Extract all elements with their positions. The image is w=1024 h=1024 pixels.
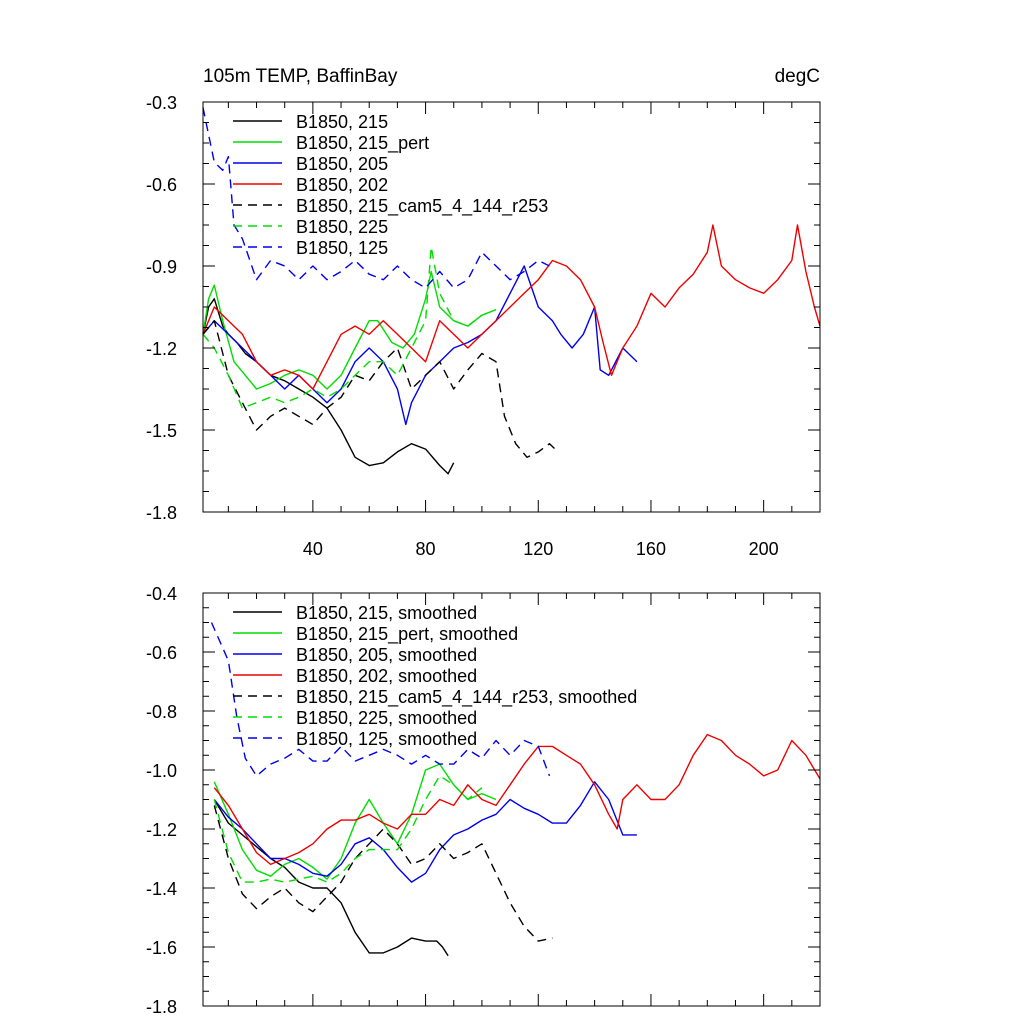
legend-label: B1850, 215_cam5_4_144_r253	[296, 196, 548, 217]
series-line	[213, 799, 449, 957]
legend-entry: B1850, 215, smoothed	[233, 603, 477, 623]
legend-entry: B1850, 225	[233, 217, 388, 237]
legend-label: B1850, 205	[296, 154, 388, 174]
plot-frame	[202, 101, 821, 513]
legend-label: B1850, 215	[296, 112, 388, 132]
y-tick-label: -1.2	[146, 339, 177, 359]
series-line	[202, 246, 483, 409]
y-tick-label: -0.3	[146, 93, 177, 113]
legend-entry: B1850, 205	[233, 154, 388, 174]
legend-entry: B1850, 215_pert	[233, 133, 429, 154]
x-tick-label: 200	[749, 539, 779, 559]
y-tick-label: -1.2	[146, 820, 177, 840]
legend-entry: B1850, 215_cam5_4_144_r253	[233, 196, 548, 217]
x-tick-label: 40	[303, 539, 323, 559]
top-panel: 105m TEMP, BaffinBay degC -0.3 -0.6 -0.9 -1…	[146, 66, 821, 559]
x-tick-label: 120	[523, 539, 553, 559]
y-tick-label: -1.0	[146, 761, 177, 781]
plot-frame	[202, 592, 821, 1007]
legend-entry: B1850, 215_pert, smoothed	[233, 624, 518, 645]
series-line	[202, 298, 455, 475]
series-line	[202, 224, 821, 390]
units-label: degC	[775, 66, 820, 87]
series-line	[213, 733, 821, 866]
legend-label: B1850, 125, smoothed	[296, 729, 477, 749]
plot-title: 105m TEMP, BaffinBay	[203, 66, 398, 87]
legend-label: B1850, 125	[296, 238, 388, 258]
y-tick-label: -0.9	[146, 257, 177, 277]
series-line	[210, 622, 551, 777]
legend-label: B1850, 202, smoothed	[296, 666, 477, 686]
y-tick-label: -1.8	[146, 503, 177, 523]
series-layer	[202, 107, 821, 475]
series-line	[213, 781, 637, 883]
tick-layer: -0.3 -0.6 -0.9 -1.2 -1.5 -1.8 40 80 120 160 200	[146, 93, 820, 559]
legend-entry: B1850, 205, smoothed	[233, 645, 477, 665]
y-tick-label: -0.6	[146, 643, 177, 663]
legend: B1850, 215 B1850, 215_pert B1850, 205 B1…	[233, 112, 548, 258]
legend-entry: B1850, 125, smoothed	[233, 729, 477, 749]
legend-label: B1850, 215_cam5_4_144_r253, smoothed	[296, 687, 637, 708]
y-tick-label: -1.5	[146, 421, 177, 441]
legend-label: B1850, 225, smoothed	[296, 708, 477, 728]
legend-label: B1850, 202	[296, 175, 388, 195]
series-line	[213, 775, 483, 883]
series-line	[202, 265, 638, 426]
legend-entry: B1850, 215	[233, 112, 388, 132]
tick-layer: -0.4 -0.6 -0.8 -1.0 -1.2 -1.4 -1.6 -1.8	[146, 584, 820, 1017]
legend-label: B1850, 205, smoothed	[296, 645, 477, 665]
y-tick-label: -0.6	[146, 175, 177, 195]
legend: B1850, 215, smoothed B1850, 215_pert, sm…	[233, 603, 637, 749]
x-tick-label: 80	[416, 539, 436, 559]
bottom-panel: -0.4 -0.6 -0.8 -1.0 -1.2 -1.4 -1.6 -1.8 B1850, …	[146, 584, 821, 1017]
legend-entry: B1850, 202	[233, 175, 388, 195]
legend-label: B1850, 215_pert	[296, 133, 429, 154]
y-tick-label: -0.8	[146, 702, 177, 722]
series-line	[202, 320, 559, 458]
series-line	[202, 270, 497, 390]
legend-entry: B1850, 125	[233, 238, 388, 258]
x-tick-label: 160	[636, 539, 666, 559]
y-tick-label: -1.8	[146, 997, 177, 1017]
legend-label: B1850, 215, smoothed	[296, 603, 477, 623]
legend-entry: B1850, 215_cam5_4_144_r253, smoothed	[233, 687, 637, 708]
y-tick-label: -1.4	[146, 879, 177, 899]
legend-entry: B1850, 202, smoothed	[233, 666, 477, 686]
series-layer	[210, 622, 821, 957]
y-tick-label: -0.4	[146, 584, 177, 604]
series-line	[213, 763, 497, 880]
legend-label: B1850, 215_pert, smoothed	[296, 624, 518, 645]
y-tick-label: -1.6	[146, 938, 177, 958]
legend-label: B1850, 225	[296, 217, 388, 237]
series-line	[202, 107, 550, 289]
legend-entry: B1850, 225, smoothed	[233, 708, 477, 728]
